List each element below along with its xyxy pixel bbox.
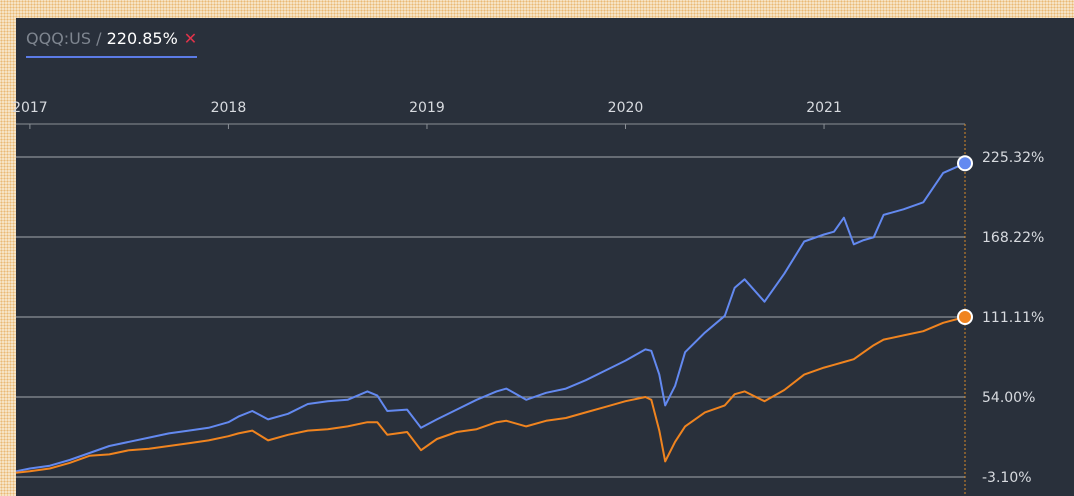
y-tick-label: 225.32%	[982, 150, 1044, 166]
compare-legend-chip[interactable]: QQQ:US / 220.85% ✕	[26, 26, 198, 58]
series-line-qqq	[15, 162, 966, 473]
return-value: 220.85%	[106, 29, 178, 48]
x-tick-label: 2017	[12, 100, 48, 116]
separator: /	[91, 29, 107, 48]
x-tick-label: 2021	[806, 100, 842, 116]
series-line-benchmark	[15, 316, 966, 474]
end-marker-benchmark	[957, 309, 973, 325]
x-tick-label: 2018	[211, 100, 247, 116]
x-tick-label: 2019	[409, 100, 445, 116]
end-marker-qqq	[957, 155, 973, 172]
y-tick-label: 54.00%	[982, 390, 1035, 406]
y-tick-label: 111.11%	[982, 310, 1044, 326]
y-tick-label: -3.10%	[982, 470, 1032, 486]
chart-panel	[16, 18, 1074, 496]
symbol-label: QQQ:US	[26, 29, 92, 48]
y-tick-label: 168.22%	[982, 230, 1044, 246]
remove-icon[interactable]: ✕	[183, 29, 198, 48]
x-tick-label: 2020	[608, 100, 644, 116]
